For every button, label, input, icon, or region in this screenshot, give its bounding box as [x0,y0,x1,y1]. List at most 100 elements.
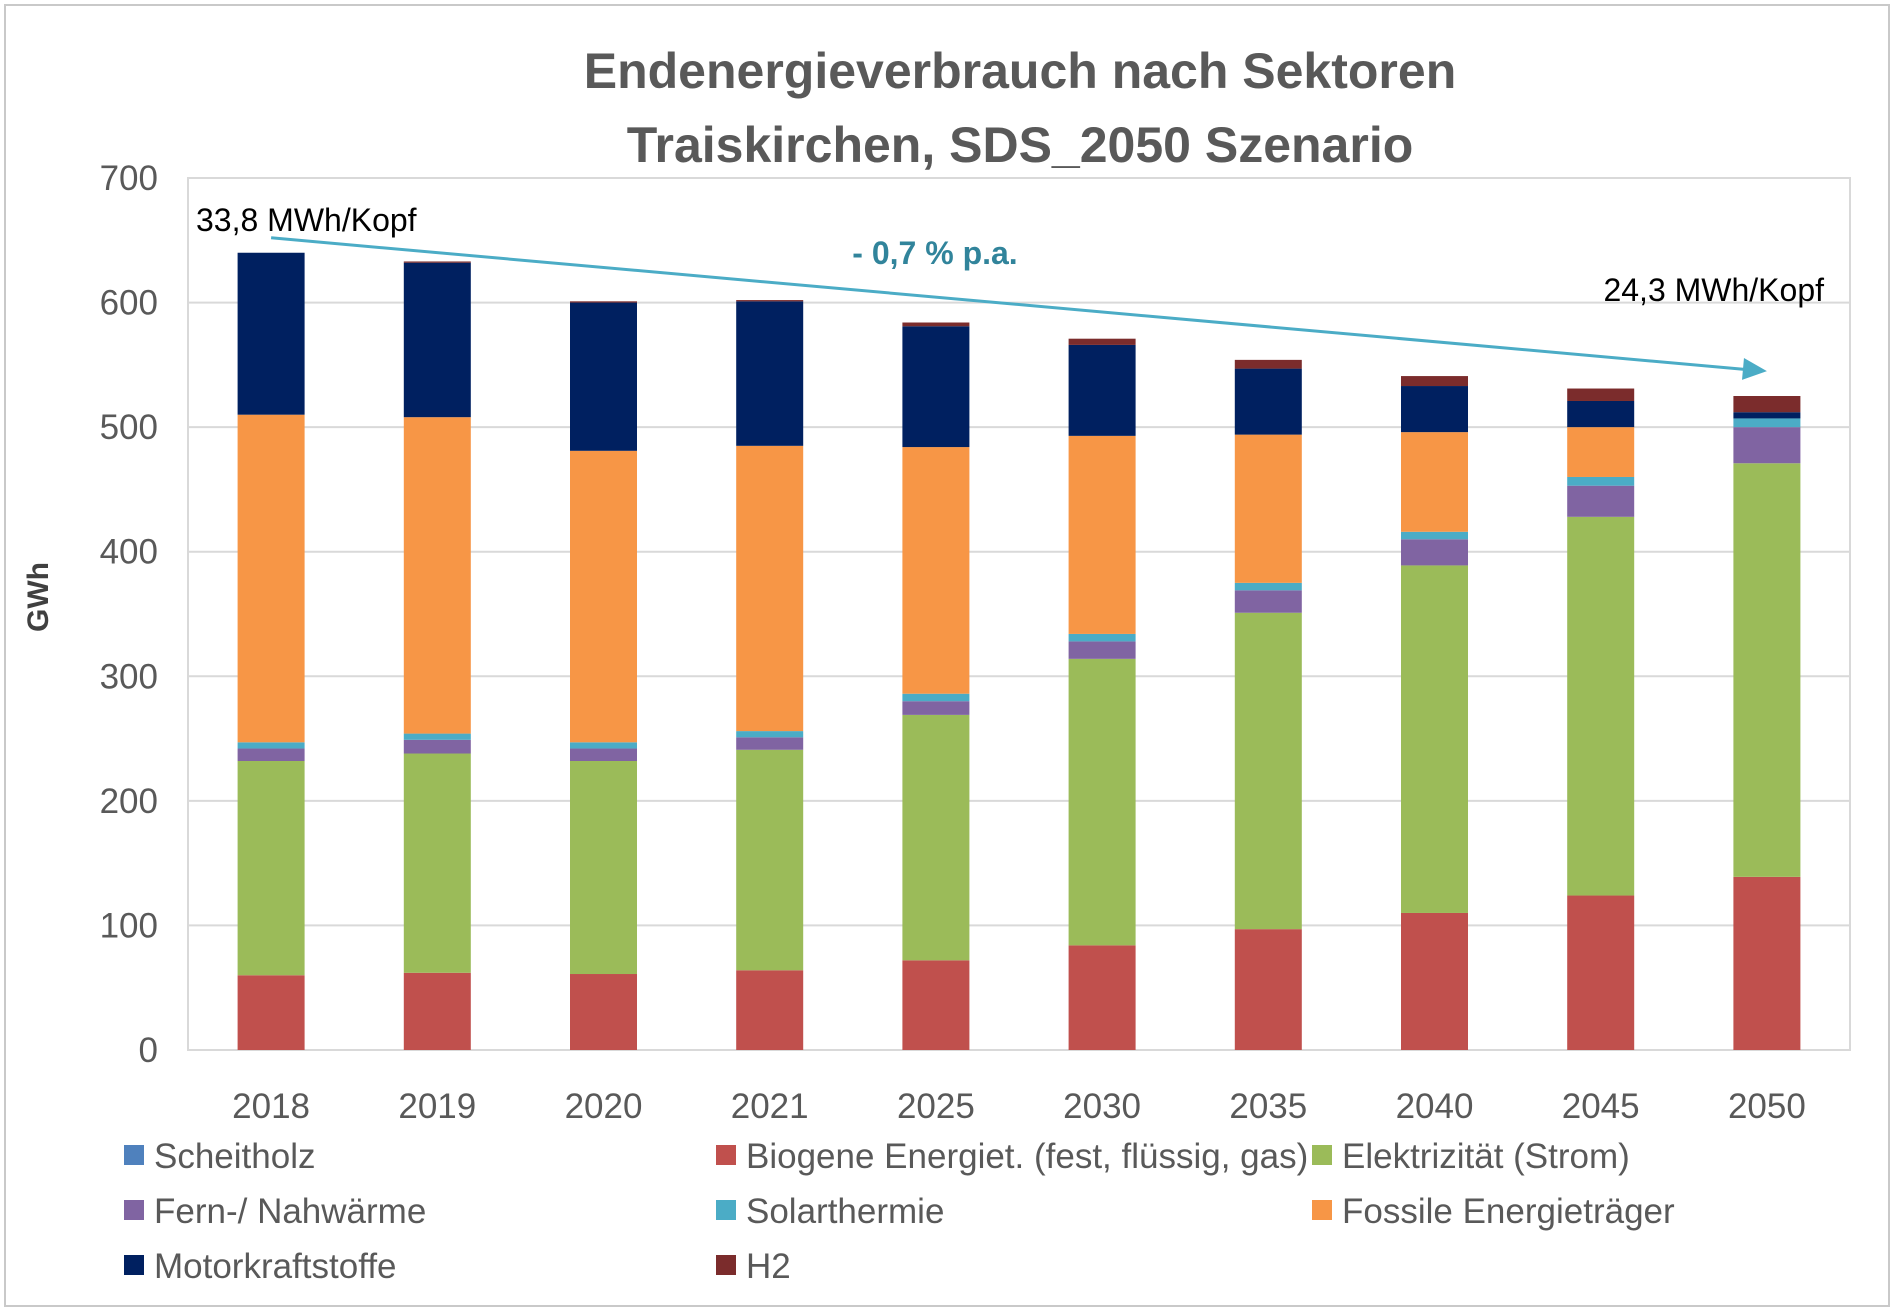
legend-item: Biogene Energiet. (fest, flüssig, gas) [716,1137,1308,1176]
legend-swatch [1312,1200,1332,1220]
bar-segment [902,701,970,715]
y-tick-label: 500 [100,408,158,447]
bar-segment [736,301,804,446]
bar-segment [237,975,305,1050]
chart-title-line-1: Endenergieverbrauch nach Sektoren [584,43,1457,99]
bar-segment [902,447,970,694]
y-tick-label: 100 [100,906,158,945]
bar-segment [902,960,970,1050]
legend-swatch [716,1200,736,1220]
bar-segment [237,748,305,761]
legend-label: H2 [746,1247,791,1286]
bar-segment [1401,432,1468,532]
bar-segment [1733,412,1801,419]
bar-segment [1567,895,1635,1050]
bar-segment [1567,485,1635,517]
bar-segment [1068,435,1136,634]
start-annotation: 33,8 MWh/Kopf [196,202,417,238]
trend-rate-label: - 0,7 % p.a. [852,235,1017,271]
bar-segment [1068,344,1136,436]
legend-label: Fern-/ Nahwärme [154,1192,426,1231]
bar-segment [1401,531,1468,540]
legend-item: Motorkraftstoffe [124,1247,397,1286]
bar-segment [1567,427,1635,477]
bar-segment [1567,388,1635,401]
bar-segment [1401,376,1468,387]
trend-annotation: 33,8 MWh/Kopf 24,3 MWh/Kopf - 0,7 % p.a. [196,202,1824,380]
bar-segment [736,737,804,750]
y-tick-label: 200 [100,782,158,821]
bar-segment [736,749,804,971]
y-tick-label: 400 [100,533,158,572]
bar-stack [1733,396,1801,1050]
legend-swatch [1312,1145,1332,1165]
bar-segment [1234,612,1302,930]
y-tick-label: 600 [100,284,158,323]
bar-segment [1234,590,1302,613]
bar-segment [1068,633,1136,642]
bar-segment [237,252,305,415]
bar-segment [1567,516,1635,896]
bar-segment [1234,359,1302,369]
bar-segment [1401,912,1468,1050]
bar-segment [1234,434,1302,583]
chart-title-line-2: Traiskirchen, SDS_2050 Szenario [627,117,1414,173]
bar-segment [403,739,471,754]
bar-segment [902,693,970,702]
bar-segment [736,731,804,738]
x-tick-label: 2030 [1063,1087,1141,1126]
legend-item: H2 [716,1247,791,1286]
bar-segment [237,414,305,743]
bar-segment [1401,386,1468,433]
x-tick-label: 2018 [232,1087,310,1126]
bar-segment [902,322,970,327]
legend-label: Scheitholz [154,1137,315,1176]
bar-segment [570,450,637,743]
bar-stack [1234,359,1302,1050]
bar-segment [1234,582,1302,591]
legend-label: Biogene Energiet. (fest, flüssig, gas) [746,1137,1308,1176]
bar-segment [403,753,471,973]
bar-stack [1068,338,1136,1050]
x-tick-label: 2020 [565,1087,643,1126]
y-tick-label: 300 [100,657,158,696]
bar-segment [570,301,637,303]
bar-segment [570,742,637,749]
legend-item: Elektrizität (Strom) [1312,1137,1630,1176]
bar-segment [736,970,804,1050]
y-tick-label: 0 [139,1031,158,1070]
legend-swatch [716,1145,736,1165]
bar-segment [1401,539,1468,566]
bar-segment [403,262,471,418]
end-annotation: 24,3 MWh/Kopf [1603,272,1824,308]
x-tick-label: 2025 [897,1087,975,1126]
bar-segment [1234,929,1302,1050]
x-tick-label: 2045 [1562,1087,1640,1126]
y-tick-labels: 0 100 200 300 400 500 600 700 [100,159,158,1070]
bar-stack [1567,388,1635,1050]
bar-segment [403,261,471,263]
bar-segment [570,760,637,975]
bar-segment [1068,945,1136,1050]
bar-segment [1234,368,1302,435]
bar-segment [1567,400,1635,428]
bar-segment [237,760,305,976]
x-tick-label: 2035 [1229,1087,1307,1126]
bar-segment [1733,418,1801,428]
legend-item: Fossile Energieträger [1312,1192,1675,1231]
bar-stack [902,322,970,1050]
x-tick-label: 2019 [398,1087,476,1126]
legend-swatch [124,1255,144,1275]
bar-stack [736,300,804,1050]
bar-segment [736,445,804,732]
legend: Scheitholz Biogene Energiet. (fest, flüss… [124,1137,1675,1286]
legend-label: Motorkraftstoffe [154,1247,397,1286]
bar-segment [1068,641,1136,659]
legend-label: Elektrizität (Strom) [1342,1137,1630,1176]
legend-swatch [124,1200,144,1220]
legend-label: Fossile Energieträger [1342,1192,1675,1231]
x-tick-label: 2050 [1728,1087,1806,1126]
bar-segment [1567,476,1635,486]
bar-segment [403,972,471,1050]
bar-segment [1068,658,1136,946]
